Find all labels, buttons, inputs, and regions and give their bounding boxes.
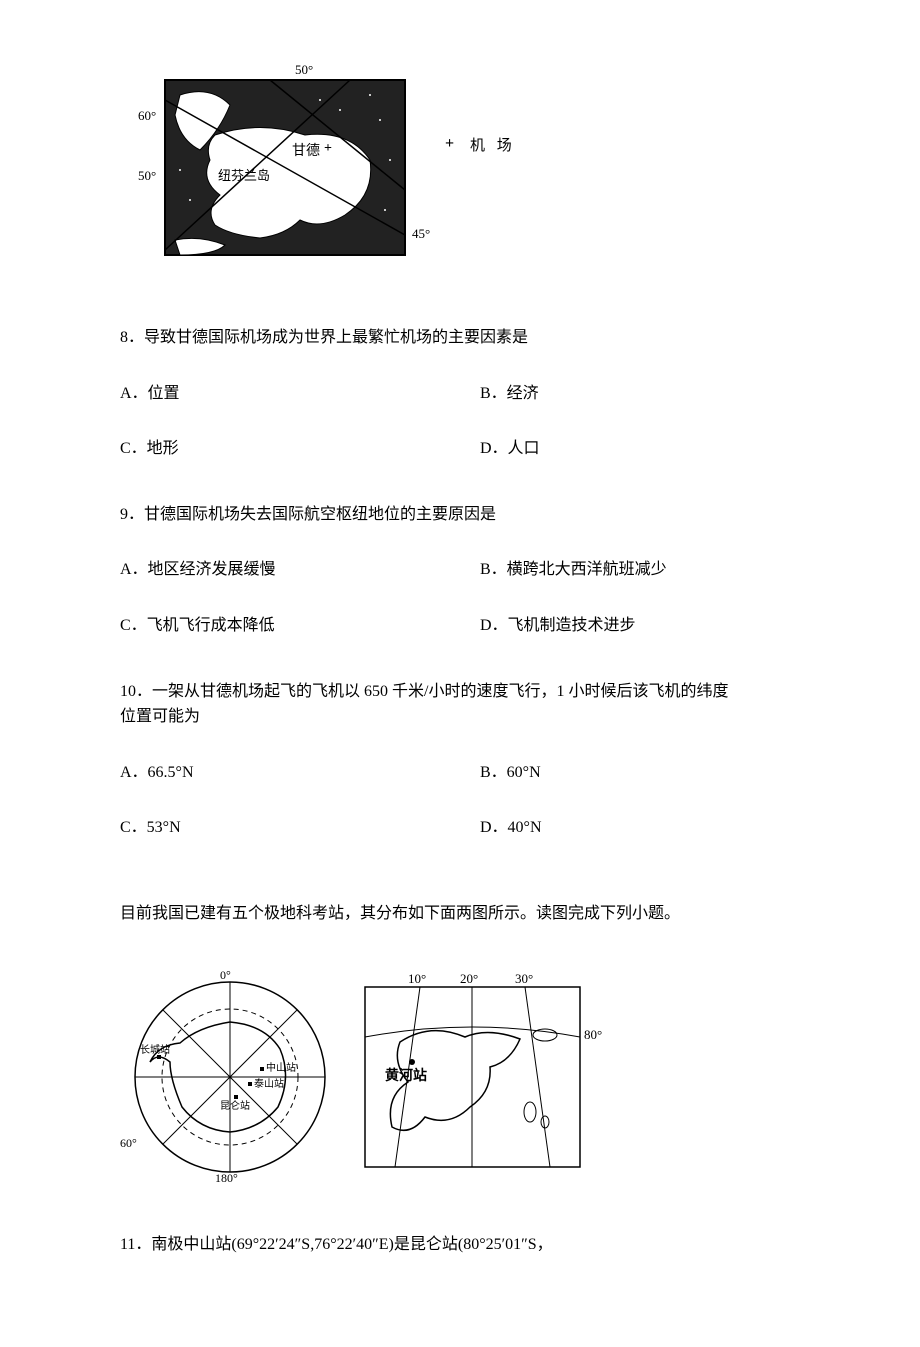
label-changcheng: 长城站 bbox=[140, 1043, 170, 1056]
gander-airport-marker: + bbox=[324, 141, 332, 156]
q9-option-a[interactable]: A．地区经济发展缓慢 bbox=[120, 557, 460, 583]
q10-option-a[interactable]: A．66.5°N bbox=[120, 760, 460, 786]
q9-options: A．地区经济发展缓慢 B．横跨北大西洋航班减少 C．飞机飞行成本降低 D．飞机制… bbox=[120, 557, 800, 638]
label-huanghe: 黄河站 bbox=[385, 1067, 427, 1084]
polar-maps-svg: 0° 60° 180° 长城站 中山站 泰山站 昆仑站 bbox=[120, 967, 620, 1182]
q8-options: A．位置 B．经济 C．地形 D．人口 bbox=[120, 381, 800, 462]
q10-option-d[interactable]: D．40°N bbox=[460, 815, 800, 841]
q10-stem: 10．一架从甘德机场起飞的飞机以 650 千米/小时的速度飞行，1 小时候后该飞… bbox=[120, 679, 800, 730]
label-newfoundland: 纽芬兰岛 bbox=[218, 168, 270, 183]
q8-option-b[interactable]: B．经济 bbox=[460, 381, 800, 407]
arctic-map: 10° 20° 30° 80° 黄河站 bbox=[365, 971, 602, 1167]
label-lat80: 80° bbox=[584, 1027, 602, 1042]
q9-option-c[interactable]: C．飞机飞行成本降低 bbox=[120, 613, 460, 639]
label-60deg: 60° bbox=[120, 1136, 137, 1150]
label-lon30: 30° bbox=[515, 971, 533, 986]
label-left-50: 50° bbox=[138, 168, 156, 183]
legend-airport-symbol: + bbox=[445, 135, 454, 152]
q10-option-b[interactable]: B．60°N bbox=[460, 760, 800, 786]
q11-stem: 11．南极中山站(69°22′24″S,76°22′40″E)是昆仑站(80°2… bbox=[120, 1232, 800, 1258]
q8-option-c[interactable]: C．地形 bbox=[120, 436, 460, 462]
label-taishan: 泰山站 bbox=[254, 1077, 284, 1090]
label-180deg: 180° bbox=[215, 1171, 238, 1182]
label-gander: 甘德 bbox=[292, 143, 320, 159]
label-0deg: 0° bbox=[220, 968, 231, 982]
q10-stem-line2: 位置可能为 bbox=[120, 704, 800, 730]
exam-page: 50° 45° 60° 50° 甘德 + 纽芬兰岛 + 机 场 8．导致甘德国际… bbox=[0, 0, 920, 1347]
figure-newfoundland-map: 50° 45° 60° 50° 甘德 + 纽芬兰岛 + 机 场 bbox=[120, 60, 800, 285]
label-lon-50: 50° bbox=[295, 62, 313, 77]
q8-stem: 8．导致甘德国际机场成为世界上最繁忙机场的主要因素是 bbox=[120, 325, 800, 351]
passage-polar-stations: 目前我国已建有五个极地科考站，其分布如下面两图所示。读图完成下列小题。 bbox=[120, 901, 800, 927]
q10-options: A．66.5°N B．60°N C．53°N D．40°N bbox=[120, 760, 800, 841]
legend-airport-label: 机 场 bbox=[470, 137, 516, 154]
q8-option-a[interactable]: A．位置 bbox=[120, 381, 460, 407]
label-lon10: 10° bbox=[408, 971, 426, 986]
figure-polar-maps: 0° 60° 180° 长城站 中山站 泰山站 昆仑站 bbox=[120, 967, 800, 1182]
q10-stem-line1: 10．一架从甘德机场起飞的飞机以 650 千米/小时的速度飞行，1 小时候后该飞… bbox=[120, 679, 800, 705]
label-zhongshan: 中山站 bbox=[266, 1061, 296, 1074]
newfoundland-map-svg: 50° 45° 60° 50° 甘德 + 纽芬兰岛 + 机 场 bbox=[120, 60, 520, 285]
q9-option-b[interactable]: B．横跨北大西洋航班减少 bbox=[460, 557, 800, 583]
antarctic-map: 0° 60° 180° 长城站 中山站 泰山站 昆仑站 bbox=[120, 968, 325, 1182]
q10-option-c[interactable]: C．53°N bbox=[120, 815, 460, 841]
label-left-60: 60° bbox=[138, 108, 156, 123]
label-kunlun: 昆仑站 bbox=[220, 1099, 250, 1112]
q9-option-d[interactable]: D．飞机制造技术进步 bbox=[460, 613, 800, 639]
label-lat-45: 45° bbox=[412, 226, 430, 241]
q9-stem: 9．甘德国际机场失去国际航空枢纽地位的主要原因是 bbox=[120, 502, 800, 528]
q8-option-d[interactable]: D．人口 bbox=[460, 436, 800, 462]
label-lon20: 20° bbox=[460, 971, 478, 986]
